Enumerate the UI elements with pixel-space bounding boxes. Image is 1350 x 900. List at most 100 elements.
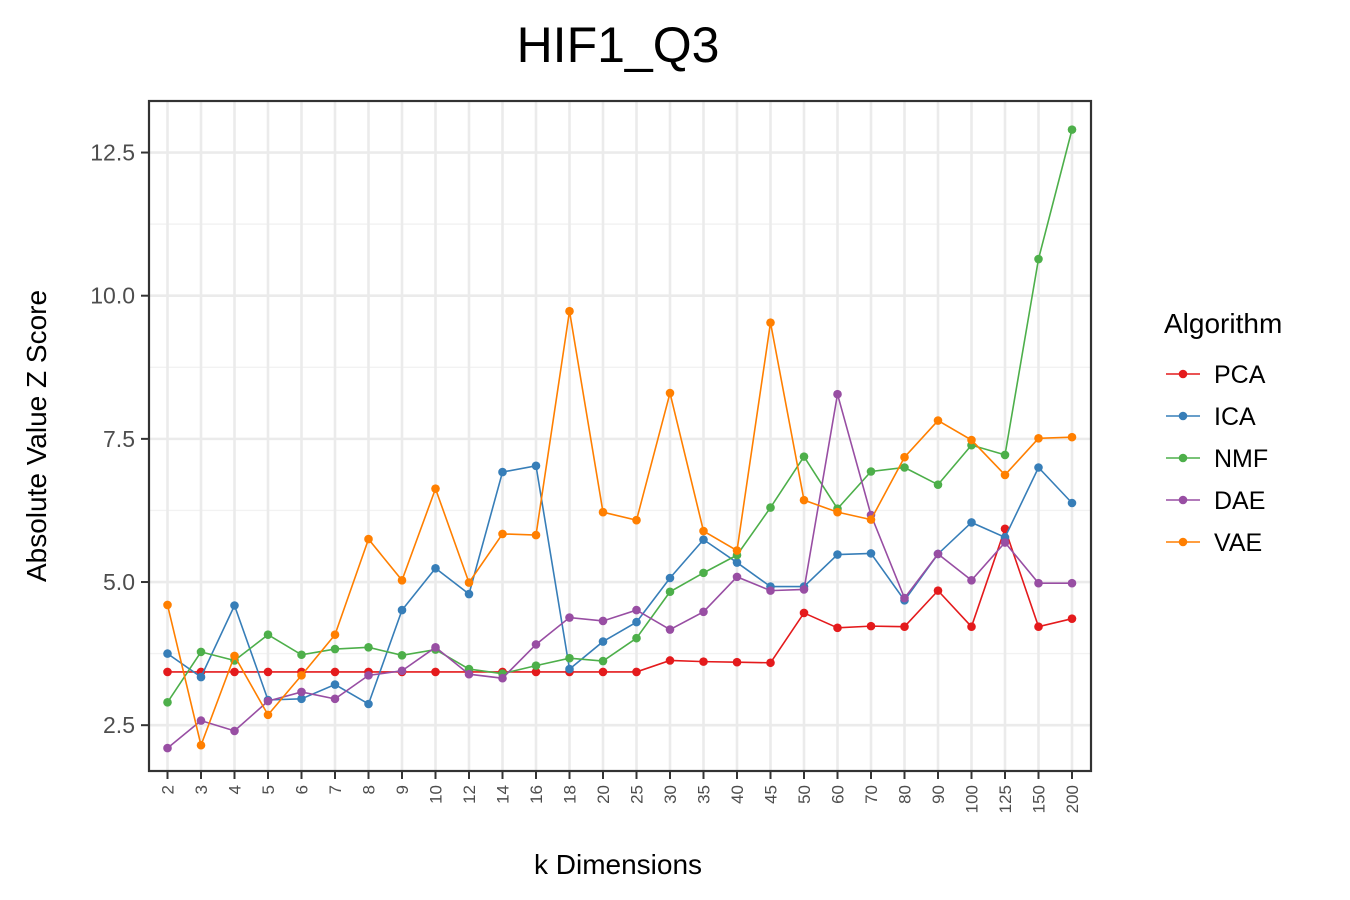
data-point-dae bbox=[732, 572, 742, 582]
data-point-pca bbox=[431, 667, 440, 677]
x-tick-label: 12 bbox=[460, 785, 479, 804]
data-point-dae bbox=[799, 585, 809, 594]
x-tick-label: 8 bbox=[360, 785, 379, 794]
data-point-pca bbox=[1067, 614, 1077, 623]
legend-label: DAE bbox=[1214, 487, 1265, 515]
data-point-nmf bbox=[531, 661, 541, 670]
data-point-dae bbox=[665, 625, 675, 634]
data-point-dae bbox=[531, 640, 541, 649]
legend: Algorithm PCA ICA NMF DAE VAE bbox=[1164, 308, 1282, 557]
data-point-pca bbox=[230, 667, 239, 677]
data-point-ica bbox=[431, 563, 440, 573]
x-tick-label: 9 bbox=[393, 785, 412, 794]
series-line-dae bbox=[166, 393, 1072, 749]
data-point-dae bbox=[230, 726, 239, 736]
data-point-dae bbox=[1000, 538, 1010, 547]
data-point-vae bbox=[866, 515, 876, 524]
data-point-vae bbox=[330, 630, 340, 640]
series-vae bbox=[163, 306, 1077, 750]
x-tick-label: 200 bbox=[1063, 785, 1082, 813]
data-point-dae bbox=[699, 607, 708, 617]
data-point-ica bbox=[364, 699, 373, 709]
data-point-vae bbox=[766, 318, 775, 327]
data-point-dae bbox=[431, 643, 440, 652]
y-tick-label: 10.0 bbox=[90, 283, 135, 309]
legend-item-ica: ICA bbox=[1166, 403, 1256, 431]
data-point-nmf bbox=[866, 467, 876, 476]
legend-key-point bbox=[1178, 411, 1188, 421]
legend-item-dae: DAE bbox=[1166, 487, 1265, 515]
data-point-ica bbox=[297, 694, 306, 704]
legend-title: Algorithm bbox=[1164, 308, 1282, 339]
data-point-vae bbox=[397, 576, 407, 585]
data-point-vae bbox=[598, 507, 608, 517]
legend-label: VAE bbox=[1214, 529, 1262, 557]
y-tick-label: 5.0 bbox=[103, 569, 135, 595]
series-line-nmf bbox=[166, 129, 1073, 703]
legend-label: ICA bbox=[1214, 403, 1256, 431]
data-point-nmf bbox=[665, 587, 675, 597]
x-tick-label: 6 bbox=[293, 785, 312, 794]
data-point-vae bbox=[263, 710, 273, 720]
data-point-vae bbox=[498, 529, 507, 539]
x-tick-label: 4 bbox=[226, 785, 245, 794]
x-tick-label: 35 bbox=[695, 785, 714, 804]
x-tick-label: 70 bbox=[862, 785, 881, 804]
data-point-pca bbox=[632, 667, 641, 677]
x-tick-label: 60 bbox=[829, 785, 848, 804]
data-point-dae bbox=[464, 669, 474, 679]
data-point-vae bbox=[665, 388, 675, 398]
legend-item-pca: PCA bbox=[1166, 361, 1266, 389]
data-point-pca bbox=[163, 667, 172, 677]
x-tick-label: 14 bbox=[494, 785, 513, 804]
x-axis-label: k Dimensions bbox=[534, 849, 702, 880]
data-point-nmf bbox=[330, 644, 340, 654]
x-tick-label: 150 bbox=[1030, 785, 1049, 813]
data-point-pca bbox=[531, 667, 541, 677]
data-point-nmf bbox=[598, 656, 608, 666]
data-point-pca bbox=[967, 622, 976, 631]
data-point-dae bbox=[364, 671, 373, 680]
data-point-nmf bbox=[297, 650, 306, 660]
plot-border bbox=[147, 99, 1093, 773]
data-point-vae bbox=[297, 671, 306, 680]
data-point-pca bbox=[900, 622, 909, 631]
data-point-vae bbox=[431, 484, 440, 493]
data-point-pca bbox=[833, 623, 842, 633]
data-point-ica bbox=[1067, 498, 1077, 508]
x-tick-label: 90 bbox=[929, 785, 948, 804]
data-point-pca bbox=[330, 667, 340, 677]
y-axis-label: Absolute Value Z Score bbox=[21, 290, 52, 582]
data-point-ica bbox=[565, 664, 574, 674]
data-point-vae bbox=[163, 600, 172, 610]
data-point-vae bbox=[632, 515, 641, 525]
data-point-nmf bbox=[900, 463, 909, 472]
legend-key-point bbox=[1178, 453, 1188, 463]
data-point-vae bbox=[565, 306, 574, 316]
x-tick-label: 80 bbox=[896, 785, 915, 804]
data-point-ica bbox=[1034, 463, 1043, 472]
data-point-dae bbox=[330, 694, 340, 704]
data-point-vae bbox=[531, 530, 541, 540]
data-point-vae bbox=[833, 507, 842, 517]
data-point-ica bbox=[665, 573, 675, 583]
x-tick-label: 3 bbox=[192, 785, 211, 794]
data-point-pca bbox=[1034, 622, 1043, 631]
legend-item-vae: VAE bbox=[1166, 529, 1262, 557]
data-point-vae bbox=[933, 416, 943, 425]
data-point-ica bbox=[196, 672, 206, 682]
legend-key-point bbox=[1178, 369, 1188, 379]
x-tick-label: 30 bbox=[661, 785, 680, 804]
data-point-dae bbox=[632, 605, 641, 615]
data-point-pca bbox=[1000, 524, 1010, 534]
data-point-dae bbox=[933, 549, 943, 559]
x-tick-label: 18 bbox=[561, 785, 580, 804]
data-point-vae bbox=[464, 578, 474, 587]
data-point-nmf bbox=[364, 643, 373, 652]
x-tick-label: 40 bbox=[728, 785, 747, 804]
x-tick-label: 16 bbox=[527, 785, 546, 804]
series-line-pca bbox=[167, 526, 1073, 673]
data-point-nmf bbox=[1034, 254, 1043, 264]
data-point-pca bbox=[766, 658, 775, 668]
data-point-ica bbox=[230, 601, 239, 610]
